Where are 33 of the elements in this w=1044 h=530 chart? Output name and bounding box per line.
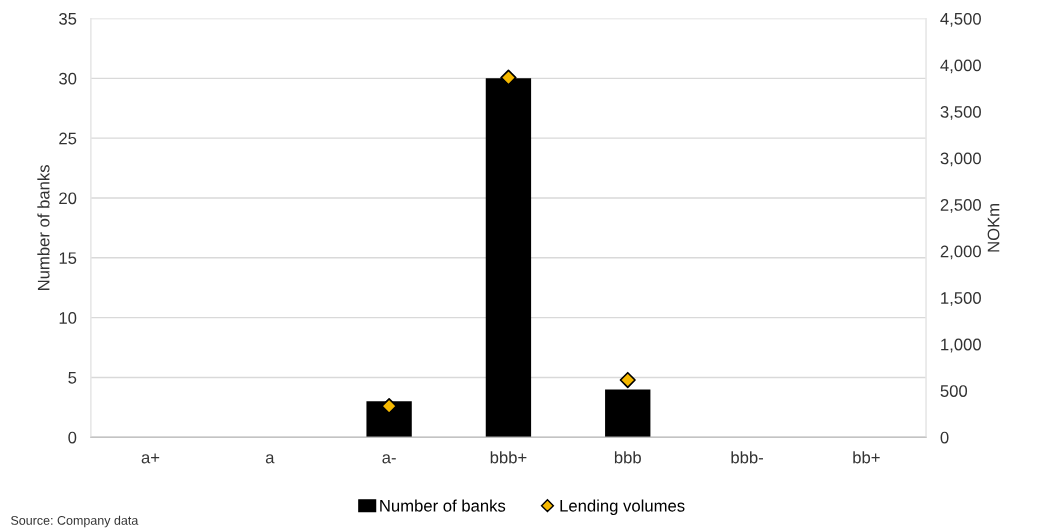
bar xyxy=(366,401,412,438)
x-tick-label: a xyxy=(265,454,275,464)
legend-label: Number of banks xyxy=(380,499,506,512)
source-note: Source: Company data xyxy=(11,515,139,528)
y2-tick-label: 500 xyxy=(940,385,968,397)
y-tick-label: 30 xyxy=(59,72,77,85)
x-tick-label: a- xyxy=(382,454,396,464)
y-axis-title: Number of banks xyxy=(37,165,50,290)
x-tick-label: bb+ xyxy=(853,451,880,464)
legend-label: Lending volumes xyxy=(560,499,685,515)
y-tick-label: 0 xyxy=(68,431,77,444)
y-tick-label: 10 xyxy=(59,312,77,324)
y2-tick-label: 2,500 xyxy=(940,199,981,213)
y-tick-label: 35 xyxy=(59,12,77,25)
y2-tick-label: 0 xyxy=(940,431,949,444)
y-tick-label: 5 xyxy=(68,372,77,384)
y-tick-label: 25 xyxy=(59,132,77,145)
x-tick-label: bbb xyxy=(614,451,641,464)
y2-axis-title: NOKm xyxy=(987,204,1000,252)
y2-tick-label: 1,000 xyxy=(941,338,981,353)
y2-tick-label: 3,000 xyxy=(940,152,981,167)
y-tick-label: 20 xyxy=(59,192,77,205)
point xyxy=(619,371,636,389)
x-tick-label: bbb- xyxy=(731,451,763,464)
y2-tick-label: 4,500 xyxy=(940,12,981,27)
point xyxy=(500,69,517,86)
y2-tick-label: 1,500 xyxy=(941,292,981,306)
y-tick-label: 15 xyxy=(59,252,77,265)
x-tick-label: a+ xyxy=(141,453,160,464)
y2-tick-label: 3,500 xyxy=(940,106,981,120)
x-tick-label: bbb+ xyxy=(490,451,527,464)
y2-tick-label: 4,000 xyxy=(940,59,981,74)
y2-tick-label: 2,000 xyxy=(940,245,981,260)
